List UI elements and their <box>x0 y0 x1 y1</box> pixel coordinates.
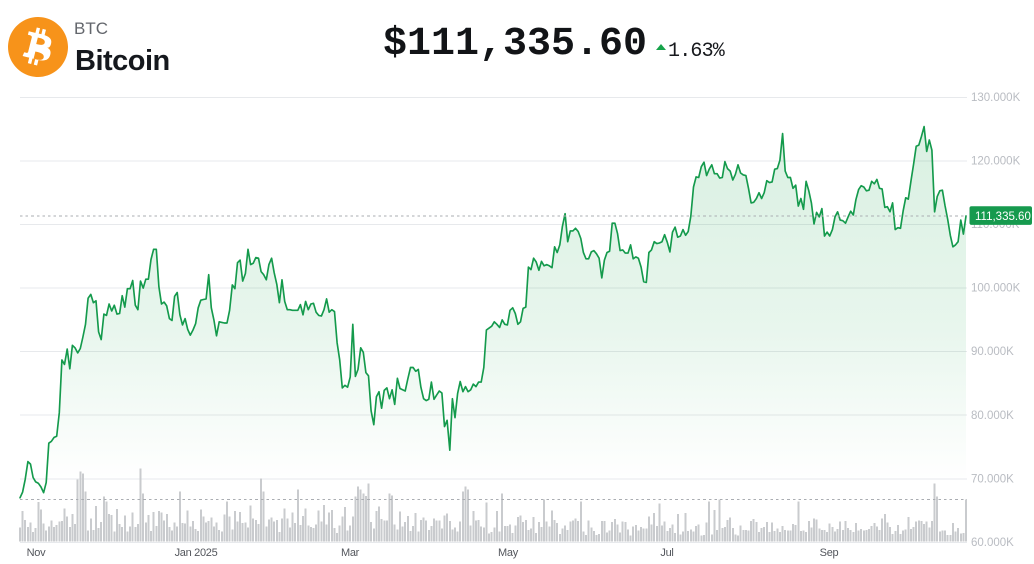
svg-text:Sep: Sep <box>820 547 839 559</box>
svg-text:May: May <box>498 547 519 559</box>
svg-text:Nov: Nov <box>27 547 46 559</box>
svg-text:111,335.60: 111,335.60 <box>975 211 1031 223</box>
svg-text:Mar: Mar <box>341 547 360 559</box>
svg-text:70.000K: 70.000K <box>971 473 1014 485</box>
svg-text:Jul: Jul <box>660 547 673 559</box>
svg-text:80.000K: 80.000K <box>971 410 1014 422</box>
svg-text:Jan 2025: Jan 2025 <box>175 547 218 559</box>
svg-text:120.000K: 120.000K <box>971 156 1021 168</box>
svg-text:90.000K: 90.000K <box>971 346 1014 358</box>
svg-text:100.000K: 100.000K <box>971 283 1021 295</box>
svg-text:60.000K: 60.000K <box>971 537 1014 549</box>
svg-text:130.000K: 130.000K <box>971 92 1021 104</box>
